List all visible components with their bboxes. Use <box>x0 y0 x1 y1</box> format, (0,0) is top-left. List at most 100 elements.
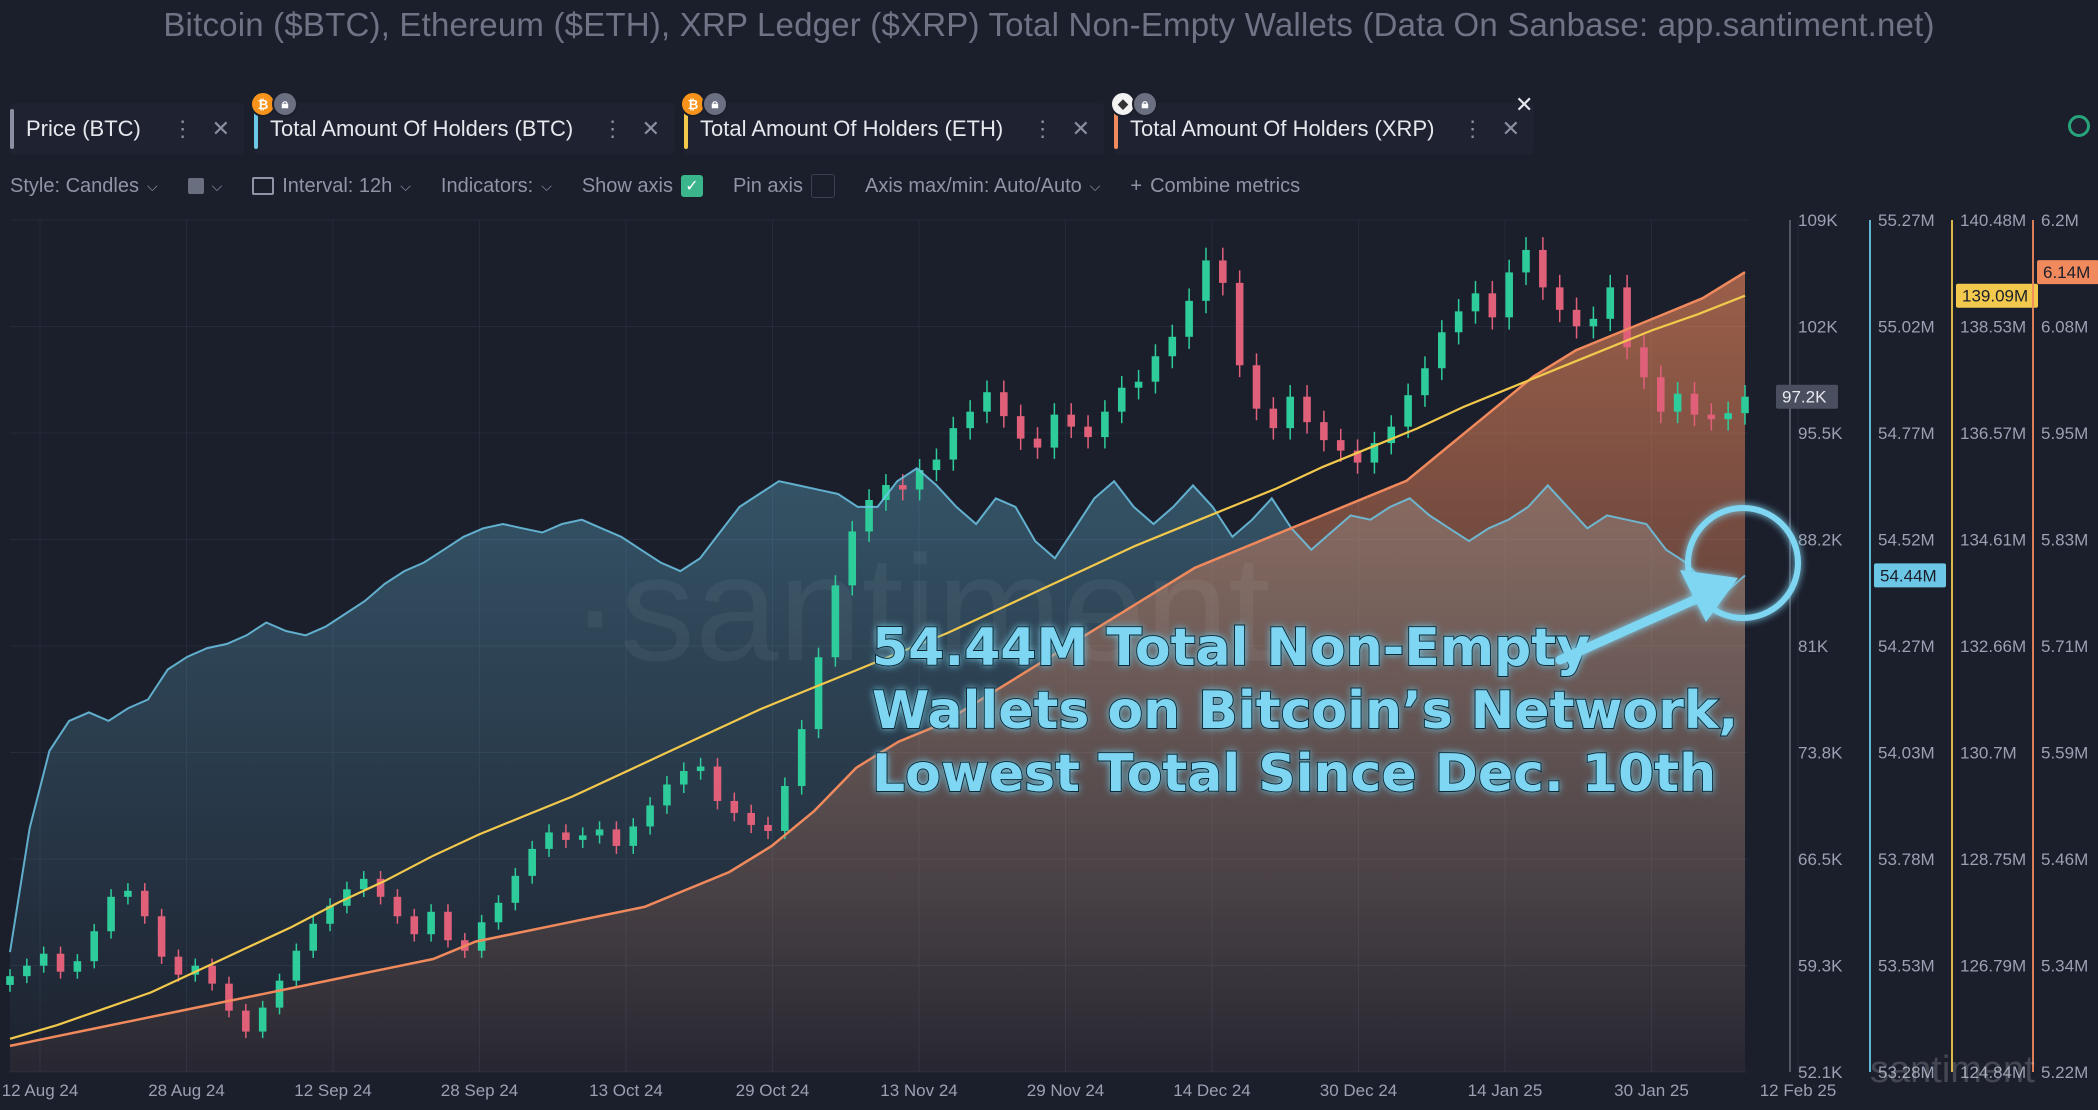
checkbox-empty-icon[interactable] <box>811 174 835 198</box>
tab-close-icon[interactable]: ✕ <box>211 116 230 141</box>
tab-color-bar <box>1114 109 1118 149</box>
candle-body <box>359 878 368 890</box>
candle-body <box>1151 356 1160 382</box>
pin-axis-label: Pin axis <box>732 174 803 197</box>
axis-tick-label: 5.46M <box>2041 850 2088 869</box>
candle-body <box>1555 287 1564 310</box>
tab-holders-xrp[interactable]: ◆ 🔒︎ Total Amount Of Holders (XRP) ⋮ ✕ <box>1110 91 1534 155</box>
tab-price-btc[interactable]: Price (BTC) ⋮ ✕ <box>10 103 244 155</box>
axis-tick-label: 52.1K <box>1798 1063 1843 1082</box>
tab-color-bar <box>10 109 14 149</box>
interval-select[interactable]: Interval: 12h ⌵ <box>252 175 411 198</box>
candle-body <box>1370 443 1379 463</box>
combine-label: Combine metrics <box>1150 174 1301 197</box>
axis-tick-label: 5.34M <box>2041 957 2088 976</box>
candle-body <box>1067 414 1076 427</box>
axis-tick-label: 6.2M <box>2041 211 2079 230</box>
candle-body <box>1235 282 1244 366</box>
xrp-holders-area <box>10 272 1745 1072</box>
tab-holders-eth[interactable]: ₿ 🔒︎ Total Amount Of Holders (ETH) ⋮ ✕ <box>680 91 1104 155</box>
chart-title: Bitcoin ($BTC), Ethereum ($ETH), XRP Led… <box>163 6 1935 43</box>
annotation-line-3: Lowest Total Since Dec. 10th <box>872 744 1716 804</box>
tab-close-icon[interactable]: ✕ <box>641 116 660 141</box>
candle-body <box>1219 260 1227 283</box>
chevron-down-icon: ⌵ <box>541 177 552 194</box>
candle-body <box>595 829 604 836</box>
candle-body <box>511 875 520 903</box>
plus-icon: + <box>1130 174 1143 197</box>
x-tick-label: 14 Dec 24 <box>1173 1081 1251 1100</box>
candle-body <box>646 805 654 827</box>
combine-metrics-button[interactable]: + Combine metrics <box>1130 175 1300 198</box>
candle-body <box>1303 396 1311 423</box>
candle-body <box>679 771 688 785</box>
checkbox-checked-icon[interactable]: ✓ <box>680 175 703 197</box>
axis-tick-label: 54.52M <box>1878 531 1935 550</box>
indicators-label: Indicators: <box>440 174 534 197</box>
candle-body <box>427 911 435 935</box>
axis-tick-label: 6.08M <box>2041 318 2088 337</box>
annotation: 54.44M Total Non-Empty Wallets on Bitcoi… <box>871 617 1739 805</box>
candle-body <box>1724 413 1732 420</box>
tab-close-icon[interactable]: ✕ <box>1071 116 1090 141</box>
candle-body <box>73 961 82 972</box>
xrp-holders-line <box>9 271 1746 1048</box>
x-tick-label: 13 Nov 24 <box>880 1081 958 1100</box>
candle-body <box>1505 272 1513 318</box>
pin-axis-toggle[interactable]: Pin axis <box>733 174 835 198</box>
axis-tick-label: 126.79M <box>1960 957 2026 976</box>
candle-body <box>983 392 991 412</box>
axis-tick-label: 5.95M <box>2041 424 2088 443</box>
candle-body <box>1168 336 1177 357</box>
metric-tabs: Price (BTC) ⋮ ✕ ₿ 🔒︎ Total Amount Of Hol… <box>10 91 1534 155</box>
candle-body <box>242 1010 250 1032</box>
tab-close-icon[interactable]: ✕ <box>1501 116 1520 141</box>
close-all-icon[interactable]: ✕ <box>1515 92 1534 117</box>
calendar-icon <box>252 177 275 195</box>
candle-body <box>1421 368 1429 396</box>
candle-body <box>1741 396 1749 414</box>
chevron-down-icon: ⌵ <box>211 177 223 194</box>
show-axis-toggle[interactable]: Show axis ✓ <box>582 175 703 198</box>
candle-body <box>1438 332 1446 369</box>
eth-holders-line <box>9 294 1746 1040</box>
axis-tick-label: 134.61M <box>1960 531 2026 550</box>
candle-body <box>797 729 806 787</box>
candle-body <box>157 916 166 957</box>
candle-body <box>764 824 772 831</box>
tab-menu-icon[interactable]: ⋮ <box>1461 116 1484 141</box>
candle-body <box>1320 422 1328 441</box>
style-select[interactable]: Style: Candles ⌵ <box>10 175 158 198</box>
chart-toolbar: Style: Candles ⌵ ⌵ Interval: 12h ⌵ Indic… <box>10 170 1330 202</box>
candle-body <box>393 896 402 917</box>
color-select[interactable]: ⌵ <box>187 177 223 195</box>
axis-tick-label: 53.28M <box>1878 1063 1935 1082</box>
indicators-select[interactable]: Indicators: ⌵ <box>441 175 552 198</box>
candle-body <box>1084 426 1092 438</box>
annotation-arrow <box>1555 505 1801 665</box>
btc-holders-line <box>9 467 1746 953</box>
highlight-circle <box>1685 505 1801 621</box>
axis-maxmin-select[interactable]: Axis max/min: Auto/Auto ⌵ <box>865 175 1100 198</box>
x-tick-label: 14 Jan 25 <box>1468 1081 1543 1100</box>
candle-body <box>1050 414 1059 448</box>
candle-body <box>730 800 739 813</box>
candle-body <box>612 829 621 846</box>
tab-menu-icon[interactable]: ⋮ <box>601 116 624 141</box>
tab-holders-btc[interactable]: ₿ 🔒︎ Total Amount Of Holders (BTC) ⋮ ✕ <box>250 91 674 155</box>
candle-body <box>494 902 503 923</box>
candle-body <box>90 931 99 962</box>
x-tick-label: 12 Aug 24 <box>2 1081 79 1100</box>
candle-body <box>865 500 873 532</box>
value-axes: 109K 102K 95.5K 88.2K 81K 73.8K 66.5K 59.3K 52.1… <box>1776 211 2098 1082</box>
tab-menu-icon[interactable]: ⋮ <box>1031 116 1054 141</box>
tab-label: Total Amount Of Holders (BTC) <box>270 116 574 141</box>
candle-body <box>376 878 385 897</box>
candle-body <box>1016 416 1025 439</box>
tab-menu-icon[interactable]: ⋮ <box>171 116 194 141</box>
toggle-dot-icon[interactable] <box>2068 115 2090 137</box>
candle-body <box>1471 293 1480 312</box>
candle-body <box>1623 287 1631 348</box>
axis-tick-label: 54.27M <box>1878 637 1935 656</box>
